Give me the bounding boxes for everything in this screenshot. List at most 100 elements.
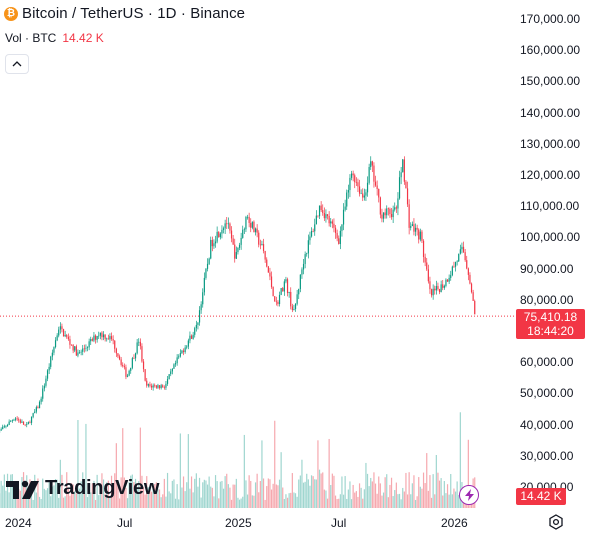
candle-body — [346, 192, 348, 207]
volume-bar — [232, 484, 234, 508]
candle-body — [168, 374, 170, 380]
volume-bar — [320, 473, 322, 508]
volume-bar — [250, 480, 252, 508]
candle-body — [301, 269, 303, 275]
volume-bar — [194, 478, 196, 508]
candle-body — [194, 328, 196, 335]
candle-body — [240, 237, 242, 245]
volume-bar — [445, 493, 447, 508]
candle-body — [418, 229, 420, 240]
volume-bar — [208, 476, 210, 508]
volume-bar — [152, 484, 154, 508]
volume-bar — [459, 412, 461, 508]
collapse-legend-button[interactable] — [5, 54, 29, 74]
candle-body — [37, 407, 39, 409]
candle-body — [403, 159, 405, 182]
candle-body — [285, 279, 287, 282]
lightning-button[interactable] — [459, 485, 479, 505]
candle-body — [384, 212, 386, 216]
candle-body — [389, 208, 391, 214]
volume-bar — [277, 485, 279, 508]
volume-bar — [46, 488, 49, 508]
volume-bar — [282, 487, 284, 508]
candle-body — [438, 289, 441, 293]
candle-body — [448, 277, 450, 282]
candle-body — [432, 288, 434, 296]
volume-bar — [184, 491, 186, 508]
candle-body — [402, 159, 404, 173]
volume-bar — [326, 498, 329, 508]
candle-body — [218, 231, 220, 238]
volume-legend[interactable]: Vol · BTC 14.42 K — [5, 31, 104, 45]
time-axis-label: 2024 — [5, 516, 32, 530]
candle-body — [464, 252, 466, 261]
tradingview-logo[interactable]: TradingView — [6, 477, 159, 500]
volume-bar — [69, 495, 71, 508]
volume-tag: 14.42 K — [516, 488, 566, 505]
candlesticks — [0, 156, 476, 433]
candle-body — [267, 266, 269, 273]
candle-body — [174, 363, 177, 365]
volume-bar — [61, 474, 63, 508]
candle-body — [390, 213, 393, 218]
candle-body — [398, 177, 401, 199]
candle-body — [392, 209, 394, 218]
candle-body — [179, 353, 181, 357]
candle-body — [189, 335, 191, 341]
chart-header[interactable]: ₿ Bitcoin / TetherUS · 1D · Binance — [4, 5, 245, 22]
candle-body — [270, 276, 273, 287]
candle-body — [422, 240, 425, 257]
time-axis-label: Jul — [117, 516, 133, 530]
candle-body — [2, 426, 4, 430]
price-axis-label: 150,000.00 — [520, 74, 581, 89]
candle-body — [82, 348, 84, 352]
candle-body — [101, 332, 103, 338]
candle-body — [278, 294, 281, 304]
volume-bar — [381, 495, 383, 508]
volume-bar — [397, 494, 399, 508]
price-axis-label: 60,000.00 — [520, 355, 574, 370]
volume-bar — [222, 488, 225, 508]
settings-gear-icon[interactable] — [548, 514, 564, 530]
candle-body — [102, 334, 105, 338]
volume-bar — [62, 497, 65, 508]
candle-body — [141, 346, 143, 362]
candle-body — [56, 335, 58, 341]
volume-bar — [21, 477, 23, 508]
symbol-title[interactable]: Bitcoin / TetherUS · 1D · Binance — [22, 5, 246, 22]
volume-bar — [269, 479, 271, 508]
candle-body — [3, 426, 5, 427]
volume-bar — [70, 483, 73, 508]
volume-bar — [229, 487, 231, 508]
volume-bar — [187, 434, 189, 508]
volume-bar — [163, 478, 165, 508]
time-axis-label: Jul — [331, 516, 347, 530]
volume-bar — [246, 494, 249, 508]
volume-bar — [288, 493, 290, 508]
volume-bar — [376, 493, 378, 508]
candle-body — [243, 229, 245, 230]
volume-bar — [146, 476, 148, 508]
volume-bar — [394, 490, 396, 508]
volume-bar — [221, 480, 223, 508]
candle-body — [338, 238, 340, 244]
candle-body — [107, 338, 109, 340]
volume-bar — [8, 492, 10, 508]
volume-bar — [195, 473, 197, 508]
candle-body — [64, 335, 66, 337]
volume-bar — [158, 489, 161, 508]
tradingview-mark-icon — [6, 480, 39, 499]
volume-bar — [301, 459, 303, 508]
price-axis-label: 120,000.00 — [520, 168, 581, 182]
candle-body — [262, 244, 265, 251]
volume-bar — [115, 443, 117, 508]
candle-body — [437, 286, 439, 290]
candle-body — [342, 209, 345, 225]
candle-body — [210, 239, 212, 259]
volume-bar — [384, 477, 386, 508]
volume-bar — [352, 484, 354, 508]
candle-body — [86, 347, 89, 348]
candle-body — [27, 422, 29, 425]
candle-body — [253, 221, 255, 233]
